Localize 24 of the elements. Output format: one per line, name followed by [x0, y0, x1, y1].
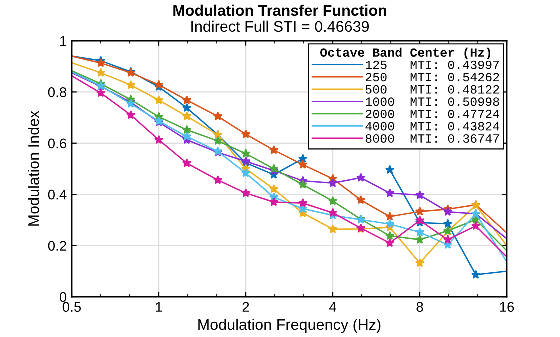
y-axis-title: Modulation Index: [28, 110, 40, 226]
legend-label: 500 MTI: 0.48122: [366, 85, 500, 94]
x-tick-label: 2: [242, 302, 250, 312]
x-tick-label: 16: [500, 302, 514, 312]
legend-label: 250 MTI: 0.54262: [366, 73, 500, 82]
y-tick-label: 0.4: [48, 190, 67, 200]
x-tick-label: 4: [329, 302, 336, 312]
x-tick-label: 8: [416, 302, 424, 312]
legend-label: 8000 MTI: 0.36747: [366, 134, 500, 143]
y-tick-label: 0.6: [48, 138, 67, 149]
y-tick-label: 0: [60, 292, 67, 302]
legend-label: 4000 MTI: 0.43824: [366, 122, 500, 131]
legend-label: 2000 MTI: 0.47724: [366, 110, 500, 118]
x-tick-label: 0.5: [62, 302, 82, 312]
chart-title: Modulation Transfer Function: [174, 4, 386, 16]
y-tick-label: 0.8: [48, 88, 67, 98]
y-tick-label: 1: [60, 36, 66, 46]
chart-subtitle: Indirect Full STI = 0.46639: [192, 20, 370, 32]
x-tick-label: 1: [156, 302, 162, 312]
y-tick-label: 0.2: [48, 241, 66, 251]
legend-label: 1000 MTI: 0.50998: [366, 98, 500, 106]
legend-title: Octave Band Center (Hz): [320, 48, 491, 60]
x-axis-title: Modulation Frequency (Hz): [198, 318, 381, 334]
legend-label: 125 MTI: 0.43997: [366, 60, 500, 70]
